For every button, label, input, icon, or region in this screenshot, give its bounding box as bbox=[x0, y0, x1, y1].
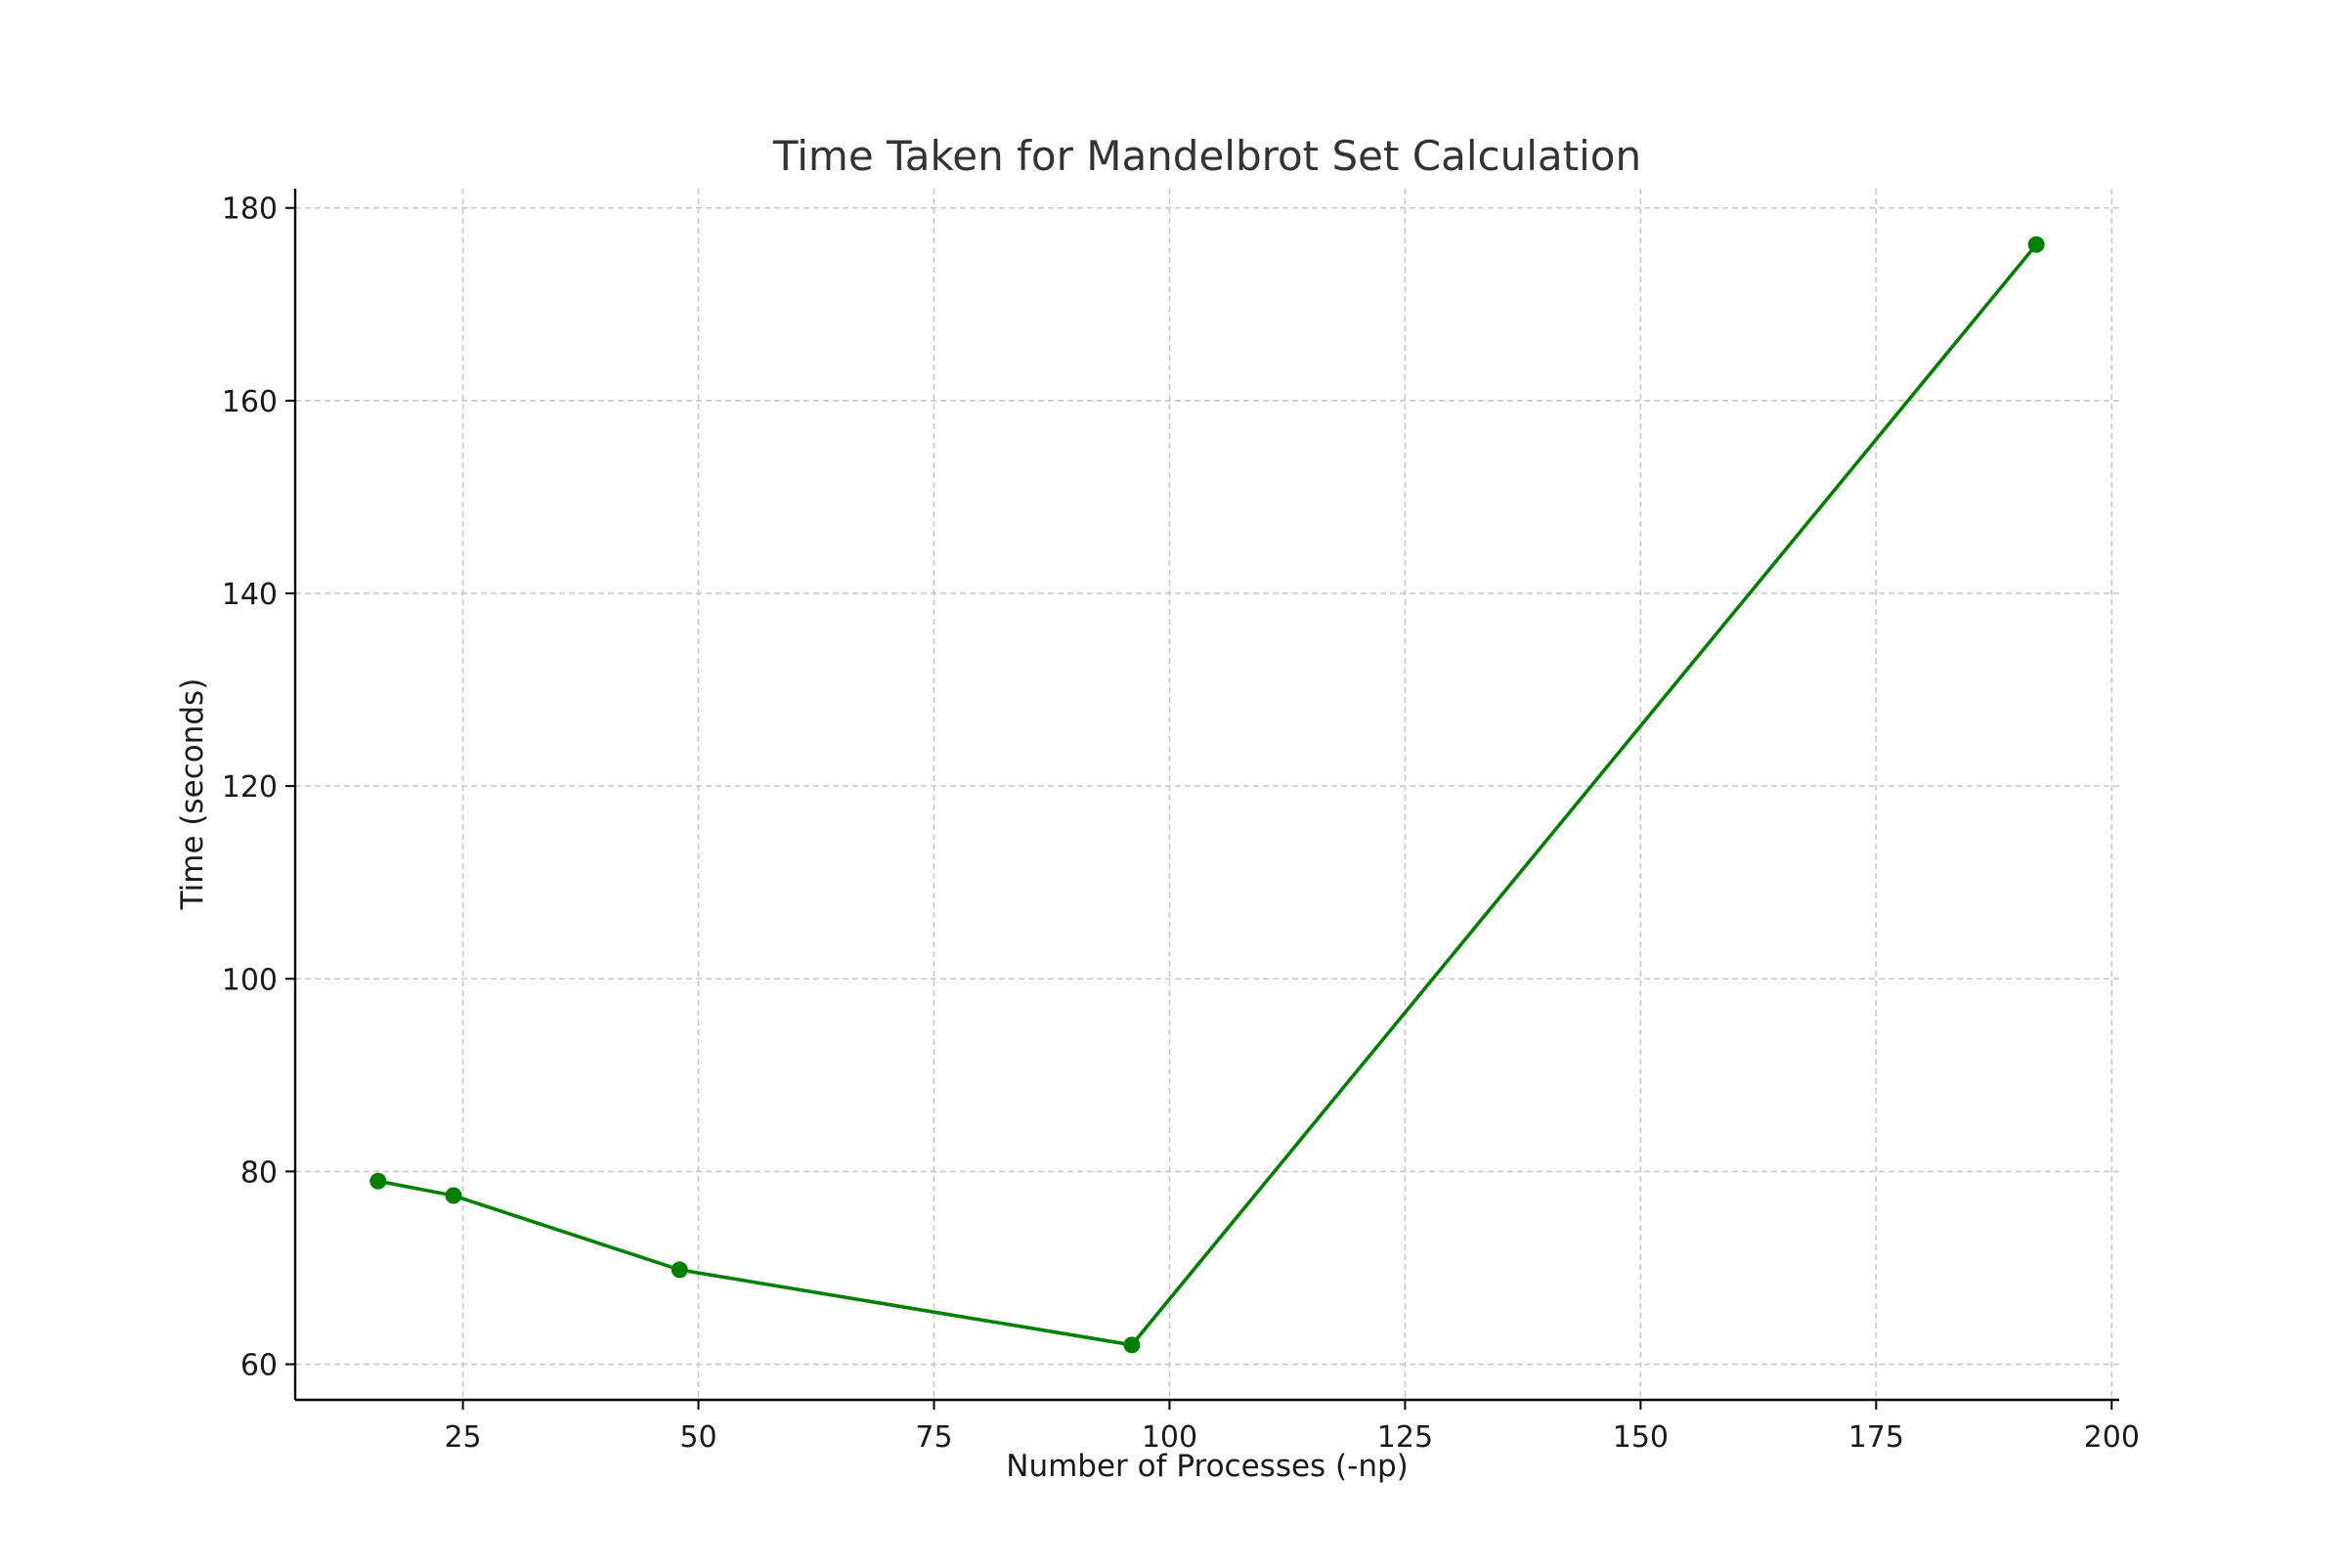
data-point bbox=[2027, 236, 2045, 253]
grid-lines bbox=[295, 189, 2119, 1400]
x-tick-label: 75 bbox=[915, 1420, 952, 1455]
x-tick-label: 150 bbox=[1613, 1420, 1669, 1455]
data-point bbox=[1123, 1336, 1141, 1354]
x-tick-label: 175 bbox=[1848, 1420, 1904, 1455]
x-tick-label: 200 bbox=[2084, 1420, 2140, 1455]
x-tick-label: 125 bbox=[1377, 1420, 1433, 1455]
x-tick-label: 50 bbox=[679, 1420, 717, 1455]
x-tick-label: 100 bbox=[1142, 1420, 1197, 1455]
series-layer bbox=[369, 236, 2045, 1354]
tick-marks: 25 50 75 100 125 150 175 200 60 80 100 120 140 160 180 bbox=[222, 193, 2140, 1455]
x-tick-label: 25 bbox=[444, 1420, 481, 1455]
y-axis-label: Time (seconds) bbox=[175, 678, 210, 911]
x-axis-label: Number of Processes (-np) bbox=[1006, 1449, 1409, 1484]
y-tick-label: 60 bbox=[240, 1349, 278, 1383]
y-tick-label: 180 bbox=[222, 193, 278, 227]
chart-title: Time Taken for Mandelbrot Set Calculatio… bbox=[772, 132, 1641, 180]
data-point bbox=[445, 1187, 462, 1204]
y-tick-label: 80 bbox=[240, 1155, 278, 1190]
y-tick-label: 140 bbox=[222, 578, 278, 612]
data-point bbox=[369, 1172, 387, 1190]
data-point bbox=[671, 1261, 688, 1279]
y-tick-label: 120 bbox=[222, 770, 278, 805]
y-tick-label: 160 bbox=[222, 385, 278, 419]
axes bbox=[293, 189, 2119, 1402]
y-tick-label: 100 bbox=[222, 963, 278, 997]
